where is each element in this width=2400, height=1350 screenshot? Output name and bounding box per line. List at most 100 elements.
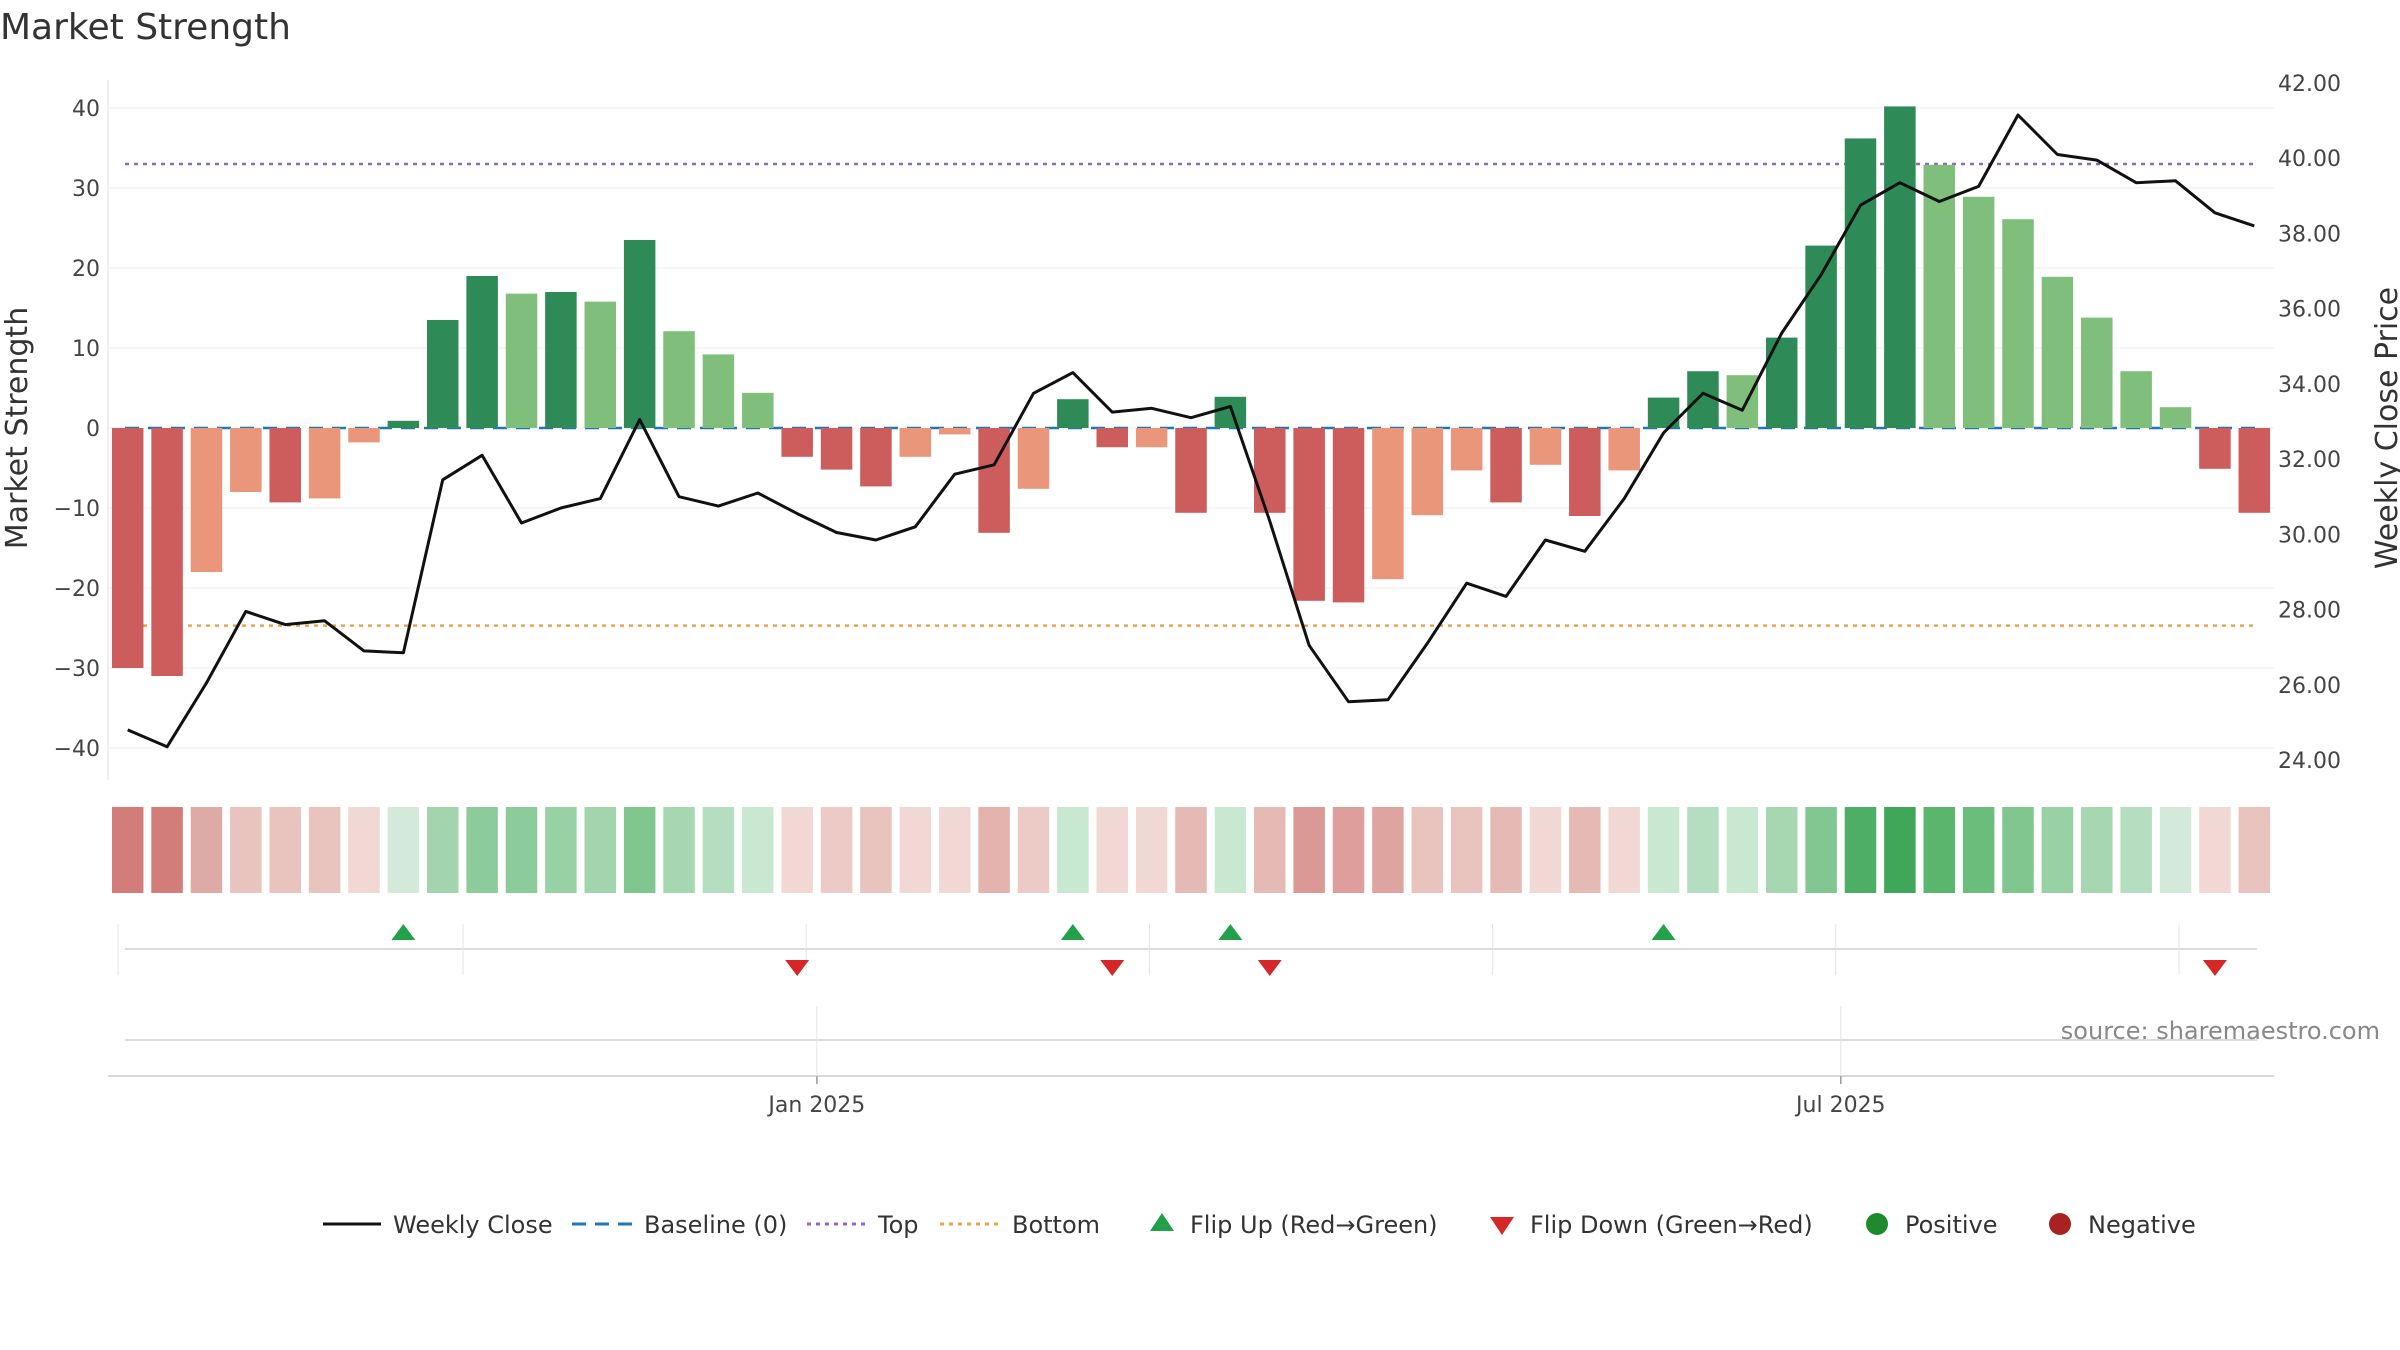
heat-cell bbox=[1529, 807, 1562, 893]
strength-bar bbox=[387, 420, 420, 428]
strength-bar bbox=[1254, 428, 1286, 513]
heat-cell bbox=[1962, 807, 1995, 893]
strength-bar bbox=[1884, 106, 1916, 429]
strength-bar bbox=[348, 428, 380, 443]
heat-cell bbox=[1726, 807, 1759, 893]
strength-bar bbox=[820, 428, 853, 470]
strength-bar bbox=[1135, 428, 1168, 448]
right-axis-title: Weekly Close Price bbox=[2370, 287, 2400, 569]
left-tick-label: −10 bbox=[54, 497, 100, 522]
weekly-close-line-group bbox=[127, 113, 2255, 749]
strength-bar bbox=[308, 428, 341, 499]
legend-label: Negative bbox=[2088, 1211, 2196, 1239]
heat-strip bbox=[111, 807, 2271, 893]
strength-bar bbox=[584, 301, 617, 428]
heat-cell bbox=[1884, 807, 1916, 893]
strength-bar bbox=[1017, 428, 1050, 489]
heat-cell bbox=[663, 807, 695, 893]
legend-label: Flip Down (Green→Red) bbox=[1530, 1211, 1813, 1239]
strength-bar bbox=[1608, 428, 1640, 471]
heat-cell bbox=[1293, 807, 1325, 893]
legend-item: Positive bbox=[1866, 1211, 1998, 1239]
heat-cell bbox=[702, 807, 735, 893]
strength-bar bbox=[1411, 428, 1444, 516]
heat-cell bbox=[978, 807, 1010, 893]
flip-down-marker bbox=[1100, 960, 1125, 976]
flip-up-marker bbox=[391, 924, 416, 940]
heat-cell bbox=[1372, 807, 1404, 893]
strength-bar bbox=[426, 320, 459, 428]
left-tick-label: −20 bbox=[54, 577, 100, 602]
right-tick-label: 28.00 bbox=[2278, 599, 2341, 624]
heat-cell bbox=[584, 807, 617, 893]
heat-cell bbox=[2120, 807, 2152, 893]
strength-bar bbox=[1293, 428, 1325, 601]
left-tick-label: 0 bbox=[86, 417, 100, 442]
heat-cell bbox=[1490, 807, 1522, 893]
left-tick-label: −30 bbox=[54, 657, 100, 682]
heat-cell bbox=[190, 807, 223, 893]
heat-cell bbox=[387, 807, 420, 893]
source-label: source: sharemaestro.com bbox=[2061, 1017, 2380, 1045]
flip-down-marker bbox=[1257, 960, 1282, 976]
heat-cell bbox=[1805, 807, 1837, 893]
heat-cell bbox=[1411, 807, 1444, 893]
strength-bar bbox=[2081, 317, 2113, 428]
heat-cell bbox=[2199, 807, 2231, 893]
strength-bar bbox=[860, 428, 892, 487]
legend-swatch bbox=[2049, 1213, 2071, 1235]
strength-bar bbox=[1332, 428, 1365, 603]
heat-cell bbox=[1057, 807, 1089, 893]
legend-label: Top bbox=[877, 1211, 919, 1239]
right-tick-label: 30.00 bbox=[2278, 523, 2341, 548]
strength-bar bbox=[545, 292, 577, 428]
left-tick-label: 40 bbox=[72, 97, 100, 122]
strength-bar bbox=[1490, 428, 1522, 503]
heat-cell bbox=[2159, 807, 2192, 893]
heat-cell bbox=[2081, 807, 2113, 893]
heat-cell bbox=[151, 807, 183, 893]
strength-bar bbox=[151, 428, 183, 676]
strength-bar bbox=[623, 240, 656, 428]
legend-item: Weekly Close bbox=[323, 1211, 553, 1239]
legend-label: Weekly Close bbox=[393, 1211, 553, 1239]
strength-bar bbox=[1923, 164, 1956, 429]
legend-item: Baseline (0) bbox=[572, 1211, 787, 1239]
heat-cell bbox=[1332, 807, 1365, 893]
heat-cell bbox=[1175, 807, 1207, 893]
flip-markers-panel bbox=[117, 924, 2257, 976]
flip-down-marker bbox=[785, 960, 810, 976]
heat-cell bbox=[1608, 807, 1640, 893]
strength-bar bbox=[1726, 375, 1759, 428]
strength-bar bbox=[2002, 219, 2034, 428]
heat-cell bbox=[938, 807, 971, 893]
heat-cell bbox=[1096, 807, 1128, 893]
heat-cell bbox=[308, 807, 341, 893]
heat-cell bbox=[742, 807, 774, 893]
left-tick-label: 10 bbox=[72, 337, 100, 362]
heat-cell bbox=[1254, 807, 1286, 893]
legend-item: Flip Up (Red→Green) bbox=[1150, 1211, 1438, 1239]
legend-label: Bottom bbox=[1012, 1211, 1100, 1239]
heat-cell bbox=[1687, 807, 1719, 893]
strength-bar bbox=[230, 428, 262, 492]
strength-bar bbox=[899, 428, 932, 457]
flip-up-marker bbox=[1651, 924, 1676, 940]
strength-bar bbox=[2238, 428, 2271, 513]
strength-bar bbox=[2159, 407, 2192, 428]
chart-title: Market Strength bbox=[0, 7, 291, 48]
strength-bar bbox=[938, 428, 971, 435]
flip-down-marker bbox=[2202, 960, 2227, 976]
legend-label: Flip Up (Red→Green) bbox=[1190, 1211, 1438, 1239]
left-axis-title: Market Strength bbox=[0, 307, 35, 549]
right-tick-label: 38.00 bbox=[2278, 222, 2341, 247]
strength-bar bbox=[1687, 371, 1719, 428]
strength-bar bbox=[2041, 276, 2074, 428]
strength-bar bbox=[1096, 428, 1128, 448]
heat-cell bbox=[111, 807, 144, 893]
left-axis-ticks: 40 30 20 10 0 −10 −20 −30 −40 bbox=[54, 97, 100, 762]
strength-bar bbox=[190, 428, 223, 572]
heat-cell bbox=[1647, 807, 1680, 893]
strength-bars bbox=[111, 106, 2271, 676]
heat-cell bbox=[781, 807, 813, 893]
